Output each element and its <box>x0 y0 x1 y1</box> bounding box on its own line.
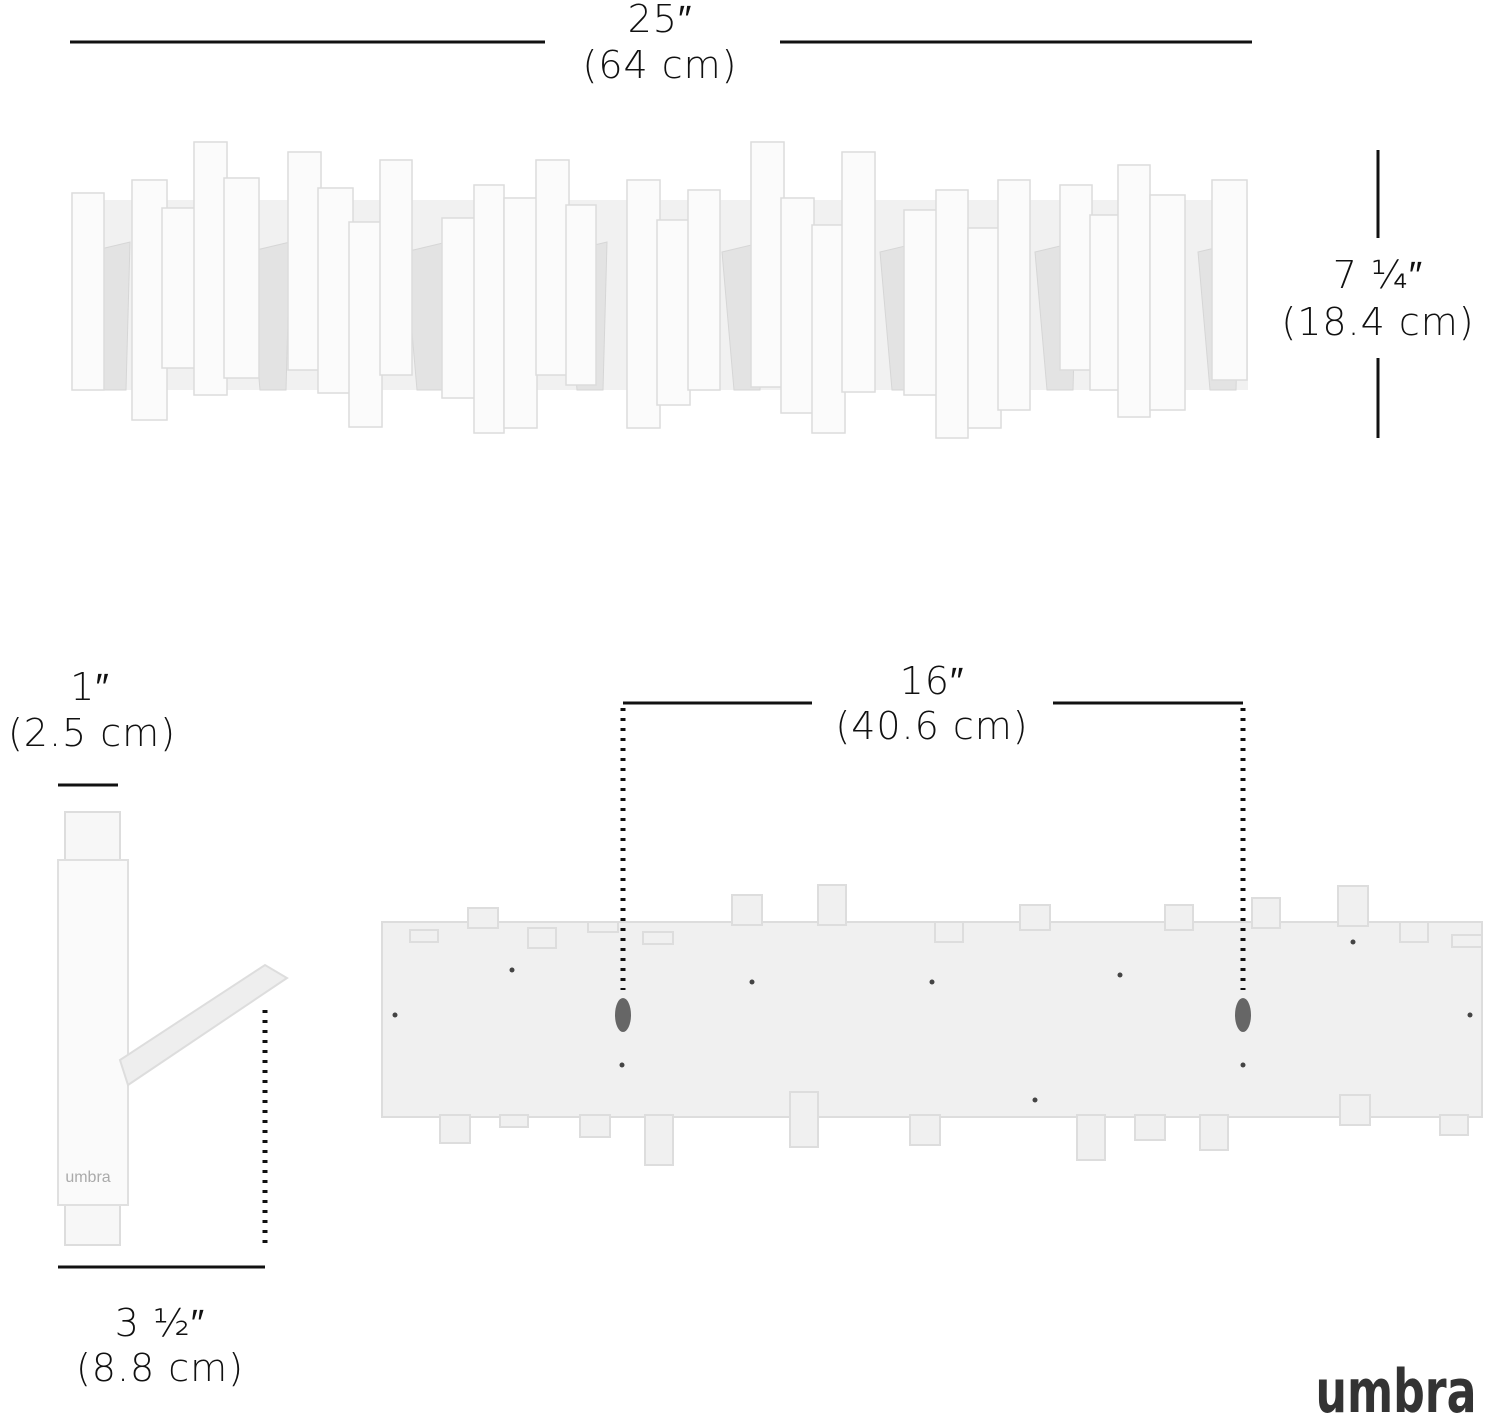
back-step <box>587 921 619 933</box>
screw-dot <box>749 979 755 985</box>
side-view: umbra <box>57 811 289 1246</box>
slat <box>1059 184 1093 371</box>
back-step <box>1337 885 1369 927</box>
slat <box>656 219 691 406</box>
back-step <box>817 884 847 926</box>
screw-dot <box>619 1062 625 1068</box>
slat <box>903 209 938 396</box>
back-step <box>527 927 557 949</box>
slat <box>287 151 322 371</box>
screw-dot <box>1240 1062 1246 1068</box>
back-step <box>909 1114 941 1146</box>
keyhole <box>1235 998 1251 1032</box>
slat <box>967 227 1002 429</box>
slat <box>1089 214 1123 391</box>
side-slat <box>57 859 129 1206</box>
slat <box>535 159 570 376</box>
slat <box>473 184 505 434</box>
screw-dot <box>1032 1097 1038 1103</box>
back-step <box>1439 1114 1469 1136</box>
slat <box>1149 194 1186 411</box>
projection-metric: (8.8 cm) <box>76 1346 244 1390</box>
depth-imperial: 1″ <box>70 665 110 709</box>
screw-dot <box>1117 972 1123 978</box>
screw-dot <box>1467 1012 1473 1018</box>
height-metric: (18.4 cm) <box>1281 300 1474 344</box>
slat <box>811 224 846 434</box>
back-view <box>381 884 1483 1166</box>
slat <box>841 151 876 393</box>
spacing-metric: (40.6 cm) <box>835 704 1028 748</box>
back-step <box>467 907 499 929</box>
slat <box>71 192 105 391</box>
front-view <box>71 141 1248 439</box>
screw-dot <box>929 979 935 985</box>
height-imperial: 7 ¼″ <box>1333 253 1424 297</box>
slat <box>687 189 721 391</box>
slat <box>1117 164 1151 418</box>
slat <box>193 141 228 396</box>
slat <box>441 217 476 399</box>
back-step <box>1199 1114 1229 1151</box>
back-step <box>731 894 763 926</box>
slat <box>1211 179 1248 381</box>
slat <box>503 197 538 429</box>
slat <box>348 221 383 428</box>
screw-dot <box>1350 939 1356 945</box>
slat <box>780 197 815 414</box>
back-step <box>1019 904 1051 931</box>
projection-imperial: 3 ½″ <box>115 1301 206 1345</box>
slat <box>379 159 413 376</box>
depth-metric: (2.5 cm) <box>8 711 176 755</box>
back-step <box>642 931 674 945</box>
back-step <box>1134 1114 1166 1141</box>
slat <box>317 187 354 394</box>
keyhole <box>615 998 631 1032</box>
slat <box>935 189 969 439</box>
slat <box>565 204 597 386</box>
back-step <box>934 921 964 943</box>
spacing-imperial: 16″ <box>900 659 965 703</box>
slat <box>223 177 260 379</box>
slat <box>750 141 785 388</box>
screw-dot <box>509 967 515 973</box>
back-step <box>1164 904 1194 931</box>
width-metric: (64 cm) <box>583 43 738 87</box>
side-hook <box>118 963 289 1087</box>
back-step <box>1251 897 1281 929</box>
back-step <box>644 1114 674 1166</box>
slat <box>626 179 661 429</box>
back-step <box>789 1091 819 1148</box>
width-imperial: 25″ <box>628 0 693 41</box>
slat <box>161 207 198 369</box>
back-step <box>1399 921 1429 943</box>
brand-logo: umbra <box>1315 1356 1476 1424</box>
back-step <box>1339 1094 1371 1126</box>
slat <box>997 179 1031 411</box>
back-step <box>439 1114 471 1144</box>
back-step <box>409 929 439 943</box>
slat <box>131 179 168 421</box>
back-step <box>579 1114 611 1138</box>
back-plate <box>381 921 1483 1118</box>
side-logo: umbra <box>65 1169 110 1186</box>
screw-dot <box>392 1012 398 1018</box>
back-step <box>1451 934 1483 948</box>
back-step <box>1076 1114 1106 1161</box>
back-step <box>499 1114 529 1128</box>
